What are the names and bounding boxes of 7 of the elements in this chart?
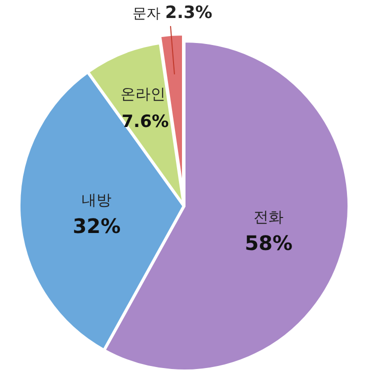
data-label: 32% (72, 214, 121, 238)
data-label: 58% (244, 230, 293, 255)
slice-label: 전화 (254, 208, 284, 226)
slice-label: 내방 (82, 191, 112, 210)
data-label: 2.3% (165, 3, 212, 24)
slice-label: 문자 (132, 6, 166, 22)
slice-label: 온라인 (120, 85, 166, 104)
